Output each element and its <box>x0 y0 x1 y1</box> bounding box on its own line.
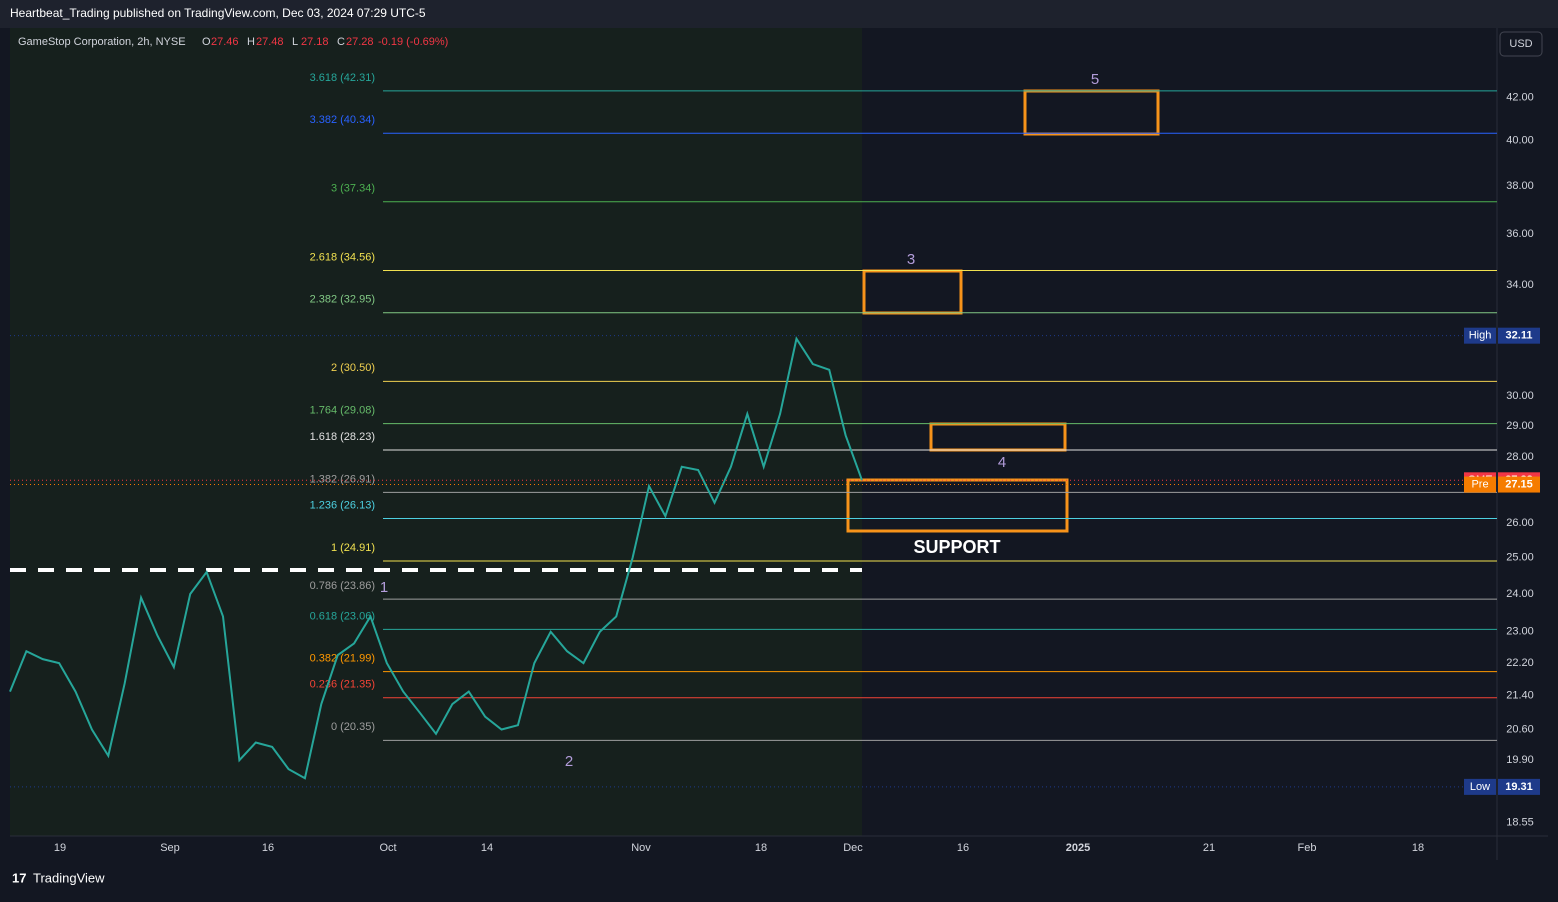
fib-label: 3.382 (40.34) <box>310 114 375 126</box>
ohlc-value: 27.46 <box>211 36 239 48</box>
x-tick-label: Feb <box>1298 842 1317 854</box>
badge-value: 32.11 <box>1506 330 1533 342</box>
ohlc-key: H <box>247 36 255 48</box>
y-tick-label: 30.00 <box>1506 390 1534 402</box>
publisher: Heartbeat_Trading published on TradingVi… <box>10 6 426 20</box>
brand: TradingView <box>33 870 105 885</box>
x-tick-label: 2025 <box>1066 842 1090 854</box>
ohlc-key: O <box>202 36 211 48</box>
fib-label: 0.236 (21.35) <box>310 679 375 691</box>
fib-label: 2 (30.50) <box>331 362 375 374</box>
y-tick-label: 29.00 <box>1506 420 1534 432</box>
fib-label: 2.382 (32.95) <box>310 294 375 306</box>
y-tick-label: 23.00 <box>1506 626 1534 638</box>
fib-label: 1.618 (28.23) <box>310 431 375 443</box>
fib-label: 1.382 (26.91) <box>310 473 375 485</box>
ohlc-value: 27.48 <box>256 36 284 48</box>
x-tick-label: 21 <box>1203 842 1215 854</box>
x-tick-label: 14 <box>481 842 493 854</box>
wave-label: 4 <box>998 454 1006 471</box>
y-tick-label: 18.55 <box>1506 816 1534 828</box>
wave-label: 3 <box>907 251 915 268</box>
ohlc-key: C <box>337 36 345 48</box>
ohlc-legend: O 27.46 H 27.48 L 27.18 C 27.28 -0.19 (-0.69%) <box>202 36 448 48</box>
x-tick-label: 18 <box>755 842 767 854</box>
ohlc-key: L <box>292 36 298 48</box>
y-tick-label: 28.00 <box>1506 451 1534 463</box>
y-tick-label: 36.00 <box>1506 228 1534 240</box>
fib-label: 0.618 (23.06) <box>310 610 375 622</box>
badge-value-bg <box>1498 476 1540 493</box>
y-tick-label: 21.40 <box>1506 690 1534 702</box>
support-box <box>846 478 1069 533</box>
symbol: GameStop Corporation, 2h, NYSE <box>18 36 186 48</box>
ohlc-value: 27.28 <box>346 36 374 48</box>
highlight-region <box>10 28 862 836</box>
y-tick-label: 20.60 <box>1506 723 1534 735</box>
y-tick-label: 19.90 <box>1506 754 1534 766</box>
badge-label: Pre <box>1471 478 1488 490</box>
fib-label: 2.618 (34.56) <box>310 251 375 263</box>
brand-logo: 17 <box>12 870 26 885</box>
badge-value-bg <box>1498 778 1540 795</box>
x-tick-label: Oct <box>379 842 396 854</box>
x-tick-label: 19 <box>54 842 66 854</box>
badge-value: 27.15 <box>1505 478 1533 490</box>
badge-value: 19.31 <box>1505 781 1533 793</box>
fib-label: 1.764 (29.08) <box>310 405 375 417</box>
wave-label: 1 <box>380 579 388 596</box>
support-label: SUPPORT <box>913 537 1000 557</box>
x-tick-label: Nov <box>631 842 651 854</box>
badge-label-bg <box>1464 476 1496 493</box>
price-line <box>9 336 863 780</box>
currency-button[interactable] <box>1499 31 1543 57</box>
y-tick-label: 22.20 <box>1506 657 1534 669</box>
fib-label: 1.236 (26.13) <box>310 499 375 511</box>
fib-label: 3 (37.34) <box>331 183 375 195</box>
badge-label-bg <box>1464 327 1496 344</box>
wave-label: 2 <box>565 753 573 770</box>
badge-label-bg <box>1464 778 1496 795</box>
ohlc-value: 27.18 <box>301 36 329 48</box>
fib-label: 1 (24.91) <box>331 542 375 554</box>
y-tick-label: 26.00 <box>1506 517 1534 529</box>
y-tick-label: 25.00 <box>1506 552 1534 564</box>
wave-label: 5 <box>1091 71 1099 88</box>
badge-value-bg <box>1498 327 1540 344</box>
y-tick-label: 40.00 <box>1506 135 1534 147</box>
x-tick-label: 16 <box>957 842 969 854</box>
x-tick-label: 18 <box>1412 842 1424 854</box>
change: -0.19 (-0.69%) <box>378 36 448 48</box>
badge-label: Low <box>1470 781 1490 793</box>
y-tick-label: 38.00 <box>1506 180 1534 192</box>
x-tick-label: Dec <box>843 842 863 854</box>
currency: USD <box>1509 38 1532 50</box>
y-tick-label: 34.00 <box>1506 279 1534 291</box>
x-tick-label: 16 <box>262 842 274 854</box>
y-tick-label: 42.00 <box>1506 91 1534 103</box>
header-bar <box>0 0 1558 28</box>
fib-label: 0 (20.35) <box>331 721 375 733</box>
fib-label: 0.382 (21.99) <box>310 652 375 664</box>
fib-label: 3.618 (42.31) <box>310 72 375 84</box>
y-tick-label: 24.00 <box>1506 588 1534 600</box>
badge-label: High <box>1469 330 1492 342</box>
fib-label: 0.786 (23.86) <box>310 580 375 592</box>
x-tick-label: Sep <box>160 842 180 854</box>
